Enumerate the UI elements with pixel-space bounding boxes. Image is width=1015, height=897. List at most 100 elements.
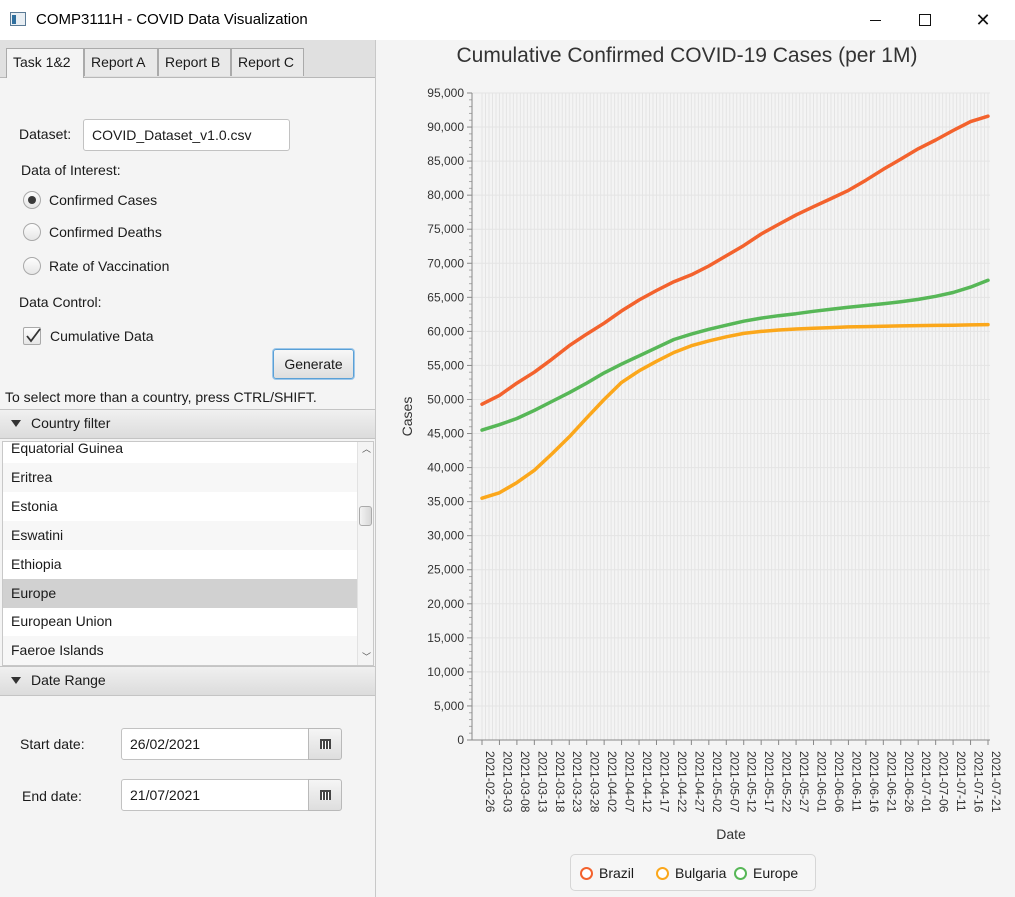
cumulative-checkbox[interactable] <box>23 327 41 345</box>
dataset-field[interactable]: COVID_Dataset_v1.0.csv <box>83 119 290 151</box>
chart-panel: 0 5,000 10,000 15,000 20,000 25,000 30,000 35,0… <box>376 40 1015 897</box>
legend-item-bulgaria: Bulgaria <box>656 865 726 881</box>
y-tick-label: 70,000 <box>427 256 464 270</box>
y-tick-label: 35,000 <box>427 495 464 509</box>
list-item[interactable]: Equatorial Guinea <box>11 441 124 456</box>
list-item[interactable]: Estonia <box>11 498 58 514</box>
start-date-calendar-button[interactable] <box>308 728 342 760</box>
list-item[interactable]: Eswatini <box>3 521 358 550</box>
tab-report-b[interactable]: Report B <box>158 48 231 76</box>
x-axis-label: Date <box>716 826 746 842</box>
cumulative-label[interactable]: Cumulative Data <box>50 328 154 344</box>
y-tick-label: 20,000 <box>427 597 464 611</box>
date-range-header[interactable]: Date Range <box>0 666 375 696</box>
title-bar: COMP3111H - COVID Data Visualization ✕ <box>0 0 1015 40</box>
maximize-button[interactable] <box>902 0 948 40</box>
series-line-brazil <box>480 114 990 406</box>
y-tick-label: 65,000 <box>427 290 464 304</box>
y-tick-label: 45,000 <box>427 427 464 441</box>
y-tick-label: 40,000 <box>427 461 464 475</box>
generate-button[interactable]: Generate <box>273 349 354 379</box>
scroll-down-icon[interactable]: ﹀ <box>362 652 372 662</box>
legend-item-europe: Europe <box>734 865 798 881</box>
x-tick-label: 2021-04-12 <box>640 751 654 813</box>
y-tick-label: 55,000 <box>427 358 464 372</box>
legend-symbol <box>580 866 593 880</box>
dataset-label: Dataset: <box>19 126 72 142</box>
x-tick-label: 2021-04-07 <box>623 751 637 813</box>
check-icon <box>26 328 41 343</box>
y-tick-label: 30,000 <box>427 529 464 543</box>
minimize-icon <box>869 19 881 21</box>
minimize-button[interactable] <box>852 0 898 40</box>
radio-confirmed-deaths-label[interactable]: Confirmed Deaths <box>49 224 162 240</box>
data-of-interest-label: Data of Interest: <box>21 162 121 178</box>
radio-confirmed-cases-label[interactable]: Confirmed Cases <box>49 192 158 208</box>
window-title: COMP3111H - COVID Data Visualization <box>36 11 308 28</box>
y-tick-label: 0 <box>457 733 464 747</box>
x-tick-label: 2021-03-03 <box>500 751 514 813</box>
list-item[interactable]: European Union <box>11 613 113 629</box>
tab-report-c[interactable]: Report C <box>231 48 304 76</box>
y-tick-label: 50,000 <box>427 392 464 406</box>
radio-confirmed-cases[interactable] <box>23 191 41 209</box>
radio-rate-of-vaccination[interactable] <box>23 257 41 275</box>
scrollbar-thumb[interactable] <box>359 506 372 526</box>
y-tick-label: 60,000 <box>427 324 464 338</box>
x-tick-label: 2021-06-01 <box>815 751 829 813</box>
country-filter-title: Country filter <box>31 415 111 431</box>
x-tick-label: 2021-06-11 <box>849 751 863 812</box>
x-tick-label: 2021-05-02 <box>710 751 724 813</box>
tab-report-a[interactable]: Report A <box>84 48 158 76</box>
x-tick-label: 2021-06-21 <box>884 751 898 813</box>
legend-symbol <box>734 866 747 880</box>
list-item[interactable]: Faeroe Islands <box>3 636 358 665</box>
collapse-arrow-icon <box>11 677 21 684</box>
y-tick-label: 80,000 <box>427 188 464 202</box>
radio-rate-of-vaccination-label[interactable]: Rate of Vaccination <box>49 258 170 274</box>
y-axis-label: Cases <box>399 397 415 437</box>
radio-confirmed-deaths[interactable] <box>23 223 41 241</box>
control-panel: Task 1&2 Report A Report B Report C Data… <box>0 40 375 897</box>
country-filter-header[interactable]: Country filter <box>0 409 375 439</box>
x-tick-label: 2021-02-26 <box>483 751 497 813</box>
x-tick-label: 2021-05-22 <box>780 751 794 813</box>
close-button[interactable]: ✕ <box>960 0 1006 40</box>
x-tick-label: 2021-07-01 <box>919 751 933 813</box>
y-tick-label: 95,000 <box>427 86 464 100</box>
collapse-arrow-icon <box>11 420 21 427</box>
end-date-field[interactable]: 21/07/2021 <box>121 779 309 811</box>
series-line-bulgaria <box>480 322 990 500</box>
x-tick-label: 2021-06-26 <box>902 751 916 813</box>
calendar-icon <box>319 790 331 800</box>
x-tick-label: 2021-03-23 <box>570 751 584 813</box>
legend-label: Brazil <box>599 865 635 881</box>
start-date-field[interactable]: 26/02/2021 <box>121 728 309 760</box>
legend-label: Europe <box>753 865 799 881</box>
list-item[interactable]: Eritrea <box>3 463 358 492</box>
x-tick-label: 2021-05-12 <box>745 751 759 813</box>
x-tick-label: 2021-04-02 <box>605 751 619 813</box>
x-tick-label: 2021-03-13 <box>535 751 549 813</box>
line-chart: 0 5,000 10,000 15,000 20,000 25,000 30,000 35,0… <box>399 86 1003 842</box>
split-divider[interactable] <box>375 40 376 897</box>
y-tick-label: 10,000 <box>427 665 464 679</box>
scroll-up-icon[interactable]: ︿ <box>362 444 372 454</box>
chart-legend: Brazil Bulgaria Europe <box>570 854 816 891</box>
x-tick-label: 2021-03-28 <box>588 751 602 813</box>
tab-task-1-2[interactable]: Task 1&2 <box>6 48 84 78</box>
country-list-scrollbar[interactable]: ︿ ﹀ <box>357 442 373 665</box>
list-item[interactable]: Ethiopia <box>11 556 62 572</box>
y-tick-label: 90,000 <box>427 120 464 134</box>
x-tick-label: 2021-05-17 <box>762 751 776 813</box>
data-control-label: Data Control: <box>19 294 102 310</box>
x-tick-label: 2021-03-18 <box>553 751 567 813</box>
end-date-calendar-button[interactable] <box>308 779 342 811</box>
selection-hint: To select more than a country, press CTR… <box>5 389 317 405</box>
start-date-label: Start date: <box>20 736 85 752</box>
list-item-selected[interactable]: Europe <box>3 579 358 608</box>
x-tick-label: 2021-07-11 <box>954 751 968 812</box>
country-list[interactable]: Equatorial Guinea Eritrea Estonia Eswati… <box>2 441 374 666</box>
x-tick-label: 2021-06-16 <box>867 751 881 813</box>
legend-item-brazil: Brazil <box>580 865 634 881</box>
